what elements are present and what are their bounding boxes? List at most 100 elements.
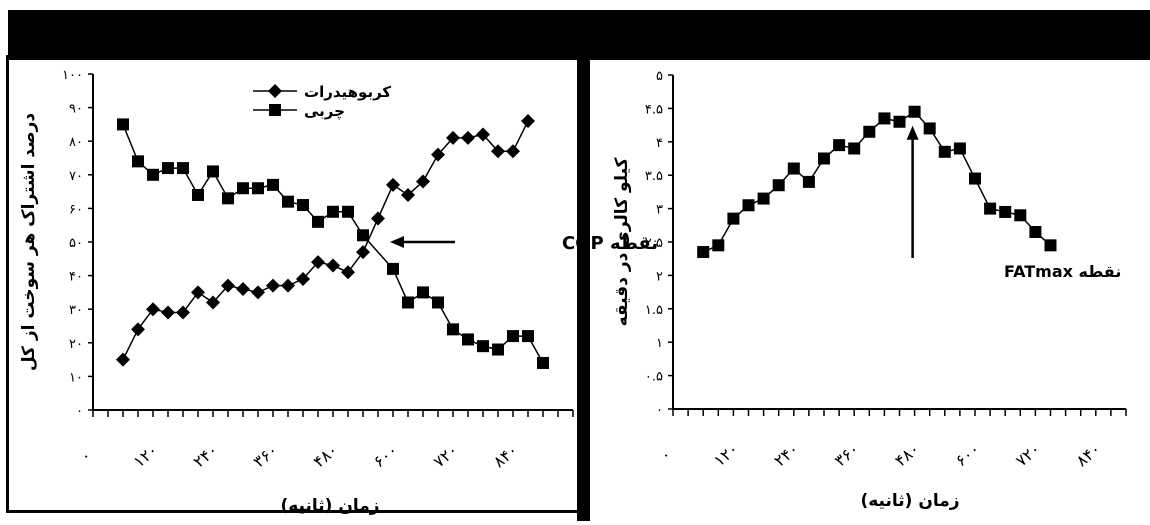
chart2-y-tick-label: ۰.۵ bbox=[645, 370, 663, 385]
chart2-data-point bbox=[863, 125, 876, 138]
chart1-data-point bbox=[506, 144, 520, 159]
chart1-data-point bbox=[432, 296, 444, 309]
chart1-data-point bbox=[507, 330, 519, 343]
chart1-x-tick-label: ۱۲۰ bbox=[129, 440, 161, 471]
chart1-data-point bbox=[537, 356, 549, 369]
fatmax-annotation-label: نقطه FATmax bbox=[1004, 262, 1121, 281]
chart1-data-point bbox=[192, 188, 204, 201]
chart1-data-point bbox=[416, 174, 430, 189]
chart2-data-point bbox=[833, 139, 846, 152]
legend-marker bbox=[268, 84, 282, 98]
chart1-y-tick-label: ۸۰ bbox=[69, 135, 83, 150]
chart2-data-point bbox=[1029, 225, 1042, 238]
chart2-y-tick-label: ۵ bbox=[656, 69, 663, 84]
chart1-y-tick-label: ۹۰ bbox=[69, 102, 83, 117]
chart1-data-point bbox=[462, 333, 474, 346]
chart1-data-point bbox=[177, 162, 189, 175]
fuel-share-chart: ۰ ۱۰ ۲۰ ۳۰ ۴۰ ۵۰ ۶۰ ۷۰ ۸۰ ۹۰ ۱۰۰ ۰ ۱۲۰ ۲۴۰ ۳۶۰ ۴۸۰ ۶۰۰ ۷۲… bbox=[62, 68, 658, 471]
chart1-data-point bbox=[236, 282, 250, 297]
chart2-x-tick-label: ۴۸۰ bbox=[891, 439, 923, 470]
legend-label: کربوهیدرات bbox=[304, 83, 391, 101]
chart1-data-point bbox=[116, 352, 130, 367]
chart1-series-line-1 bbox=[122, 124, 544, 364]
cop-annotation-label: نقطه COP bbox=[562, 233, 658, 254]
chart2-data-point bbox=[787, 162, 800, 175]
chart2-y-tick-label: ۳.۵ bbox=[645, 169, 663, 184]
chart1-data-point bbox=[342, 205, 354, 218]
center-divider bbox=[577, 55, 590, 521]
chart2-y-tick-label: ۱ bbox=[656, 336, 663, 351]
chart1-data-point bbox=[341, 265, 355, 280]
chart1-data-point bbox=[282, 195, 294, 208]
chart1-data-point bbox=[522, 330, 534, 343]
chart1-data-point bbox=[161, 305, 175, 320]
left-panel-bottom-border bbox=[6, 510, 578, 513]
fatmax-arrow-head bbox=[906, 125, 919, 140]
chart2-title-mark: . bbox=[918, 33, 924, 52]
chart2-data-point bbox=[818, 152, 830, 165]
chart2-data-point bbox=[893, 115, 906, 128]
chart2-y-tick-label: ۲.۵ bbox=[645, 236, 663, 251]
chart2-x-tick-label: ۶۰۰ bbox=[951, 439, 983, 470]
chart1-series-line-0 bbox=[122, 120, 529, 360]
chart1-y-tick-label: ۶۰ bbox=[69, 202, 83, 217]
chart1-data-point bbox=[447, 323, 459, 336]
chart1-data-point bbox=[326, 258, 340, 273]
chart1-data-point bbox=[401, 187, 415, 202]
chart1-data-point bbox=[206, 295, 220, 310]
chart2-x-tick-label: ۲۴۰ bbox=[770, 439, 802, 470]
chart1-x-axis-label: زمان (ثانیه) bbox=[280, 496, 379, 516]
chart1-y-tick-label: ۲۰ bbox=[69, 337, 83, 352]
chart2-data-point bbox=[712, 239, 725, 252]
chart1-y-tick-label: ۳۰ bbox=[69, 303, 83, 318]
chart2-data-point bbox=[742, 199, 755, 212]
chart2-data-point bbox=[802, 175, 815, 188]
chart1-data-point bbox=[431, 147, 445, 162]
chart1-data-point bbox=[251, 285, 265, 300]
chart2-data-point bbox=[908, 105, 921, 118]
chart2-data-point bbox=[848, 142, 861, 155]
chart2-data-point bbox=[938, 145, 951, 158]
chart1-data-point bbox=[237, 182, 249, 195]
chart1-data-point bbox=[267, 178, 279, 191]
legend-label: چربی bbox=[304, 102, 345, 121]
chart2-data-point bbox=[727, 212, 740, 225]
chart2-y-tick-label: ۴.۵ bbox=[645, 102, 663, 117]
chart2-data-point bbox=[757, 192, 770, 205]
chart1-data-point bbox=[491, 144, 505, 159]
chart1-y-tick-label: ۷۰ bbox=[69, 169, 83, 184]
chart2-data-point bbox=[923, 122, 936, 135]
chart1-x-tick-label: ۳۶۰ bbox=[249, 440, 281, 471]
chart1-data-point bbox=[492, 343, 504, 356]
legend-marker bbox=[269, 104, 281, 116]
cop-arrow-head bbox=[390, 236, 404, 248]
left-panel-left-border bbox=[6, 55, 9, 513]
chart1-data-point bbox=[221, 278, 235, 293]
chart1-data-point bbox=[477, 340, 489, 353]
chart1-data-point bbox=[461, 130, 475, 145]
chart1-data-point bbox=[176, 305, 190, 320]
chart1-data-point bbox=[327, 205, 339, 218]
chart2-y-tick-label: ۱.۵ bbox=[645, 303, 663, 318]
chart2-y-tick-label: ۴ bbox=[656, 136, 663, 151]
chart2-y-tick-label: ۰ bbox=[656, 403, 663, 418]
chart1-data-point bbox=[281, 278, 295, 293]
chart1-data-point bbox=[147, 168, 159, 181]
chart2-x-tick-label: ۳۶۰ bbox=[831, 439, 863, 470]
chart1-data-point bbox=[191, 285, 205, 300]
top-black-banner bbox=[8, 10, 1150, 60]
chart1-data-point bbox=[311, 255, 325, 270]
chart1-data-point bbox=[252, 182, 264, 195]
chart2-data-point bbox=[772, 179, 785, 192]
chart1-y-tick-label: ۵۰ bbox=[69, 236, 83, 251]
right-panel-top-border bbox=[590, 40, 1150, 42]
chart2-x-tick-label: ۱۲۰ bbox=[710, 439, 742, 470]
energy-expenditure-chart: ۰ ۰.۵ ۱ ۱.۵ ۲ ۲.۵ ۳ ۳.۵ ۴ ۴.۵ ۵ ۰ ۱۲۰ ۲۴۰ ۳۶۰ ۴۸۰ ۶۰۰ ۷۲۰… bbox=[645, 69, 1127, 470]
chart2-data-point bbox=[999, 205, 1012, 218]
chart1-data-point bbox=[132, 155, 144, 168]
chart1-y-tick-label: ۴۰ bbox=[69, 270, 83, 285]
chart1-data-point bbox=[386, 177, 400, 192]
chart2-data-point bbox=[1014, 209, 1027, 222]
